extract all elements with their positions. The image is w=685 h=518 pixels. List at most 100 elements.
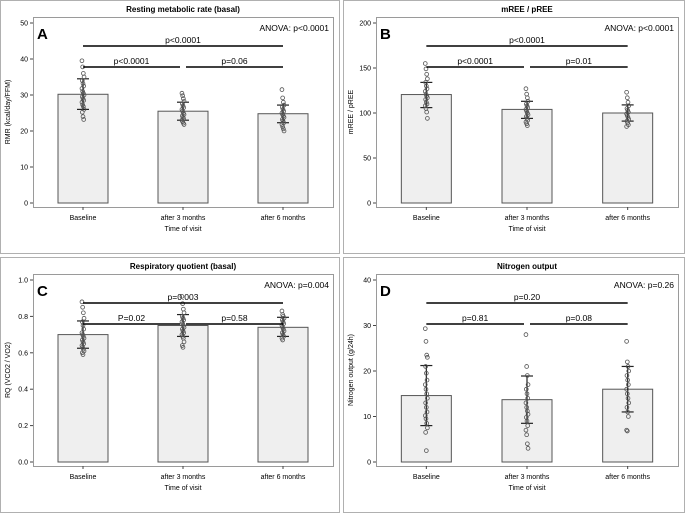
anova-label: ANOVA: p<0.0001 bbox=[604, 23, 674, 33]
anova-label: ANOVA: p=0.26 bbox=[614, 280, 674, 290]
data-point bbox=[625, 395, 631, 401]
data-point bbox=[626, 414, 631, 419]
data-point bbox=[525, 446, 531, 451]
chart-panel-c: Respiratory quotient (basal) 0.0 0.2 0.4 0.6… bbox=[0, 257, 340, 513]
data-point bbox=[523, 86, 529, 91]
data-point bbox=[423, 97, 428, 102]
data-point bbox=[81, 74, 87, 80]
data-point bbox=[425, 76, 430, 82]
data-point bbox=[423, 66, 429, 72]
data-point bbox=[422, 326, 428, 331]
data-point bbox=[79, 58, 85, 64]
data-point bbox=[423, 416, 429, 422]
data-point bbox=[422, 382, 428, 387]
data-point bbox=[281, 99, 286, 105]
y-tick-label: 0.6 bbox=[18, 350, 28, 357]
data-point bbox=[81, 104, 86, 109]
y-tick-label: 200 bbox=[359, 21, 371, 28]
chart-title: mREE / pREE bbox=[501, 5, 553, 14]
data-point bbox=[424, 405, 429, 410]
data-point bbox=[81, 117, 86, 122]
data-point bbox=[626, 382, 631, 387]
panel-letter: B bbox=[380, 26, 391, 43]
data-point bbox=[80, 81, 86, 86]
data-point bbox=[423, 339, 429, 344]
data-point bbox=[80, 352, 86, 357]
chart-title: Respiratory quotient (basal) bbox=[130, 262, 237, 271]
y-tick-label: 50 bbox=[363, 156, 371, 163]
x-tick-label: after 3 months bbox=[505, 474, 550, 481]
x-tick-label: after 6 months bbox=[261, 215, 306, 222]
y-tick-label: 20 bbox=[363, 369, 371, 376]
y-tick-label: 30 bbox=[20, 93, 28, 100]
data-point bbox=[425, 395, 430, 401]
panel-letter: C bbox=[37, 283, 48, 300]
data-point bbox=[80, 109, 85, 115]
bar bbox=[501, 108, 553, 204]
data-point bbox=[624, 90, 629, 95]
y-tick-label: 0.2 bbox=[18, 423, 28, 430]
data-point bbox=[279, 87, 285, 92]
bar bbox=[157, 325, 209, 463]
data-point bbox=[79, 86, 85, 91]
x-tick-label: after 6 months bbox=[605, 215, 650, 222]
comparison-label: p=0.08 bbox=[566, 313, 593, 323]
data-point bbox=[181, 310, 187, 316]
y-tick-label: 0.4 bbox=[18, 387, 28, 394]
chart-panel-d: Nitrogen output 0 10 20 30 40 Nitrogen output … bbox=[343, 257, 685, 513]
data-point bbox=[524, 418, 530, 424]
data-point bbox=[625, 95, 630, 100]
data-point bbox=[523, 400, 529, 406]
comparison-label: p=0.06 bbox=[221, 56, 248, 66]
data-point bbox=[424, 352, 429, 358]
data-point bbox=[422, 413, 428, 418]
data-point bbox=[624, 339, 629, 344]
data-point bbox=[424, 370, 429, 376]
x-axis-label: Time of visit bbox=[164, 485, 201, 492]
data-point bbox=[423, 400, 428, 406]
data-point bbox=[625, 377, 630, 383]
data-point bbox=[181, 122, 187, 127]
y-tick-label: 40 bbox=[20, 57, 28, 64]
data-point bbox=[80, 78, 85, 83]
data-point bbox=[624, 124, 629, 129]
data-point bbox=[524, 432, 529, 438]
data-point bbox=[425, 116, 430, 121]
data-point bbox=[422, 61, 428, 66]
bar bbox=[57, 334, 109, 463]
data-point bbox=[424, 83, 429, 89]
x-axis-label: Time of visit bbox=[508, 485, 545, 492]
data-point bbox=[625, 359, 630, 365]
data-point bbox=[524, 391, 530, 397]
comparison-label: p=0.003 bbox=[168, 292, 199, 302]
data-point bbox=[180, 345, 186, 350]
data-point bbox=[424, 72, 429, 77]
data-point bbox=[624, 386, 629, 392]
data-point bbox=[280, 95, 285, 101]
data-point bbox=[624, 427, 629, 433]
y-axis-label: mREE / pREE bbox=[348, 90, 355, 135]
comparison-label: p<0.0001 bbox=[114, 56, 150, 66]
data-point bbox=[179, 294, 185, 299]
data-point bbox=[181, 96, 186, 101]
data-point bbox=[79, 99, 85, 105]
data-point bbox=[424, 421, 429, 426]
y-tick-label: 0 bbox=[367, 460, 371, 467]
x-axis-label: Time of visit bbox=[508, 226, 545, 233]
data-point bbox=[81, 326, 86, 332]
comparison-label: p<0.0001 bbox=[509, 35, 545, 45]
bar bbox=[257, 326, 309, 463]
y-tick-label: 0 bbox=[24, 201, 28, 208]
comparison-label: P=0.02 bbox=[118, 313, 145, 323]
y-axis-label: RMR (kcal/day/FFM) bbox=[5, 80, 12, 145]
panel-letter: A bbox=[37, 26, 48, 43]
x-tick-label: after 6 months bbox=[261, 474, 306, 481]
data-point bbox=[180, 93, 185, 99]
y-tick-label: 1.0 bbox=[18, 278, 28, 285]
comparison-label: p=0.20 bbox=[514, 292, 541, 302]
comparison-label: p<0.0001 bbox=[457, 56, 493, 66]
x-tick-label: after 3 months bbox=[505, 215, 550, 222]
data-point bbox=[423, 386, 429, 392]
y-tick-label: 100 bbox=[359, 111, 371, 118]
